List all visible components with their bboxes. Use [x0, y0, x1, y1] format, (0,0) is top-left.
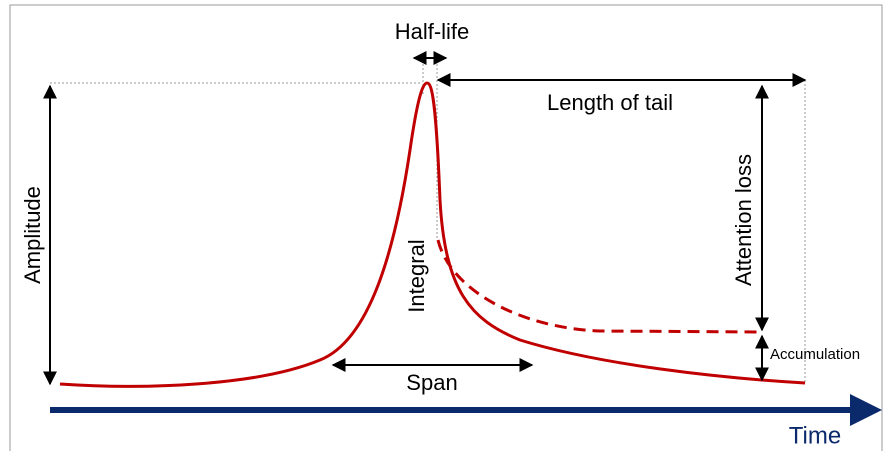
half-life-label: Half-life: [395, 19, 470, 44]
arrows: [43, 51, 807, 386]
time-label: Time: [789, 422, 841, 449]
attention-curve: [59, 81, 806, 388]
dashed-curve: [436, 239, 761, 334]
integral-label: Integral: [404, 239, 429, 312]
frame: [9, 4, 883, 451]
accumulation-label: Accumulation: [770, 346, 860, 363]
span-label: Span: [406, 370, 457, 395]
attention-loss-label: Attention loss: [731, 154, 756, 286]
time-arrowhead: [850, 394, 882, 426]
tail-label: Length of tail: [547, 90, 673, 115]
guides: [50, 60, 806, 383]
amplitude-label: Amplitude: [20, 186, 45, 284]
